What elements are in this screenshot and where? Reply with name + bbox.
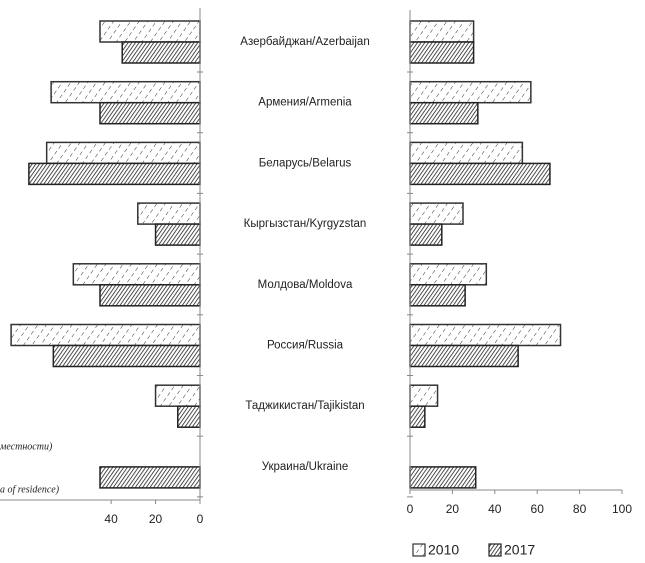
x-tick-label: 60 — [531, 502, 545, 516]
bar — [409, 263, 488, 286]
x-tick-label: 20 — [446, 502, 460, 516]
category-label: Украина/Ukraine — [262, 461, 349, 473]
bar — [409, 466, 477, 489]
bar — [52, 344, 201, 368]
x-tick-label: 0 — [407, 502, 414, 516]
x-tick-label: 100 — [612, 502, 632, 516]
bar — [99, 466, 201, 489]
x-tick-label: 40 — [104, 512, 118, 526]
bar — [409, 405, 426, 428]
bar — [409, 162, 551, 186]
annotation: a of residence) — [0, 484, 60, 495]
bar — [45, 141, 201, 165]
bar — [409, 323, 562, 347]
annotation: местности) — [0, 441, 53, 452]
bar — [121, 41, 201, 64]
legend-swatch — [412, 543, 426, 557]
category-label: Молдова/Moldova — [258, 279, 353, 291]
x-tick-label: 20 — [149, 512, 163, 526]
bar — [409, 223, 443, 246]
bar — [177, 405, 201, 428]
category-label: Таджикистан/Tajikistan — [245, 400, 364, 412]
bar — [72, 263, 201, 286]
x-tick-label: 0 — [197, 512, 204, 526]
x-tick-label: 40 — [488, 502, 502, 516]
bar — [409, 141, 524, 165]
bar — [154, 384, 201, 407]
bar — [409, 80, 532, 104]
category-label: Армения/Armenia — [258, 97, 352, 109]
category-label: Кыргызстан/Kyrgyzstan — [244, 218, 367, 230]
bar — [409, 20, 475, 43]
bar — [409, 384, 439, 407]
bar — [10, 323, 201, 347]
bar — [154, 223, 201, 246]
bar — [28, 162, 201, 186]
bar — [99, 101, 201, 125]
bar — [137, 202, 201, 225]
bar — [409, 202, 464, 225]
x-tick-label: 80 — [573, 502, 587, 516]
legend-label: 2010 — [428, 542, 459, 558]
bar — [409, 41, 475, 64]
bar — [409, 101, 479, 125]
bar — [99, 284, 201, 307]
bar — [409, 284, 466, 307]
category-label: Азербайджан/Azerbaijan — [240, 36, 369, 48]
bar — [99, 20, 201, 43]
legend-label: 2017 — [504, 542, 535, 558]
bar — [409, 344, 519, 368]
bar — [50, 80, 201, 104]
category-label: Россия/Russia — [267, 340, 344, 352]
legend-swatch — [488, 543, 502, 557]
category-label: Беларусь/Belarus — [259, 157, 352, 169]
